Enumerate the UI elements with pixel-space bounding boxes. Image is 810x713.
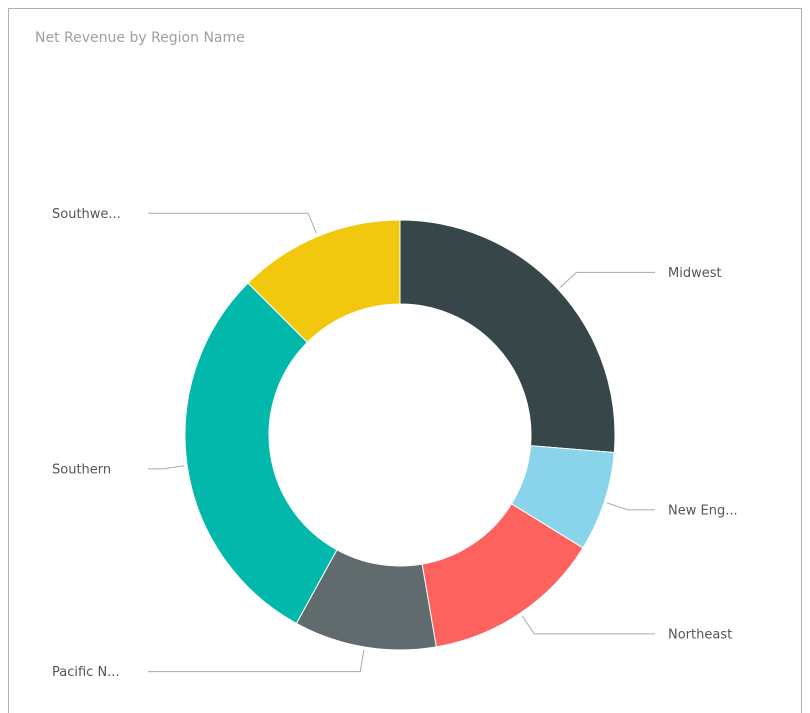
donut-segment (247, 219, 401, 344)
slice-label: Southwe... (52, 207, 121, 222)
donut-segment (399, 219, 616, 454)
leader-line (521, 615, 655, 635)
leader-line (148, 465, 185, 470)
leader-line (148, 212, 318, 234)
donut-segment (184, 282, 338, 625)
chart-title: Net Revenue by Region Name (35, 30, 245, 46)
slice-label: Pacific N... (52, 665, 120, 680)
slice-label: Southern (52, 462, 111, 477)
leader-line (606, 502, 655, 511)
leader-line (148, 649, 365, 673)
slice-label: Midwest (668, 266, 722, 281)
leader-line (559, 271, 655, 288)
slice-label: New Eng... (668, 503, 738, 518)
slice-label: Northeast (668, 627, 732, 642)
